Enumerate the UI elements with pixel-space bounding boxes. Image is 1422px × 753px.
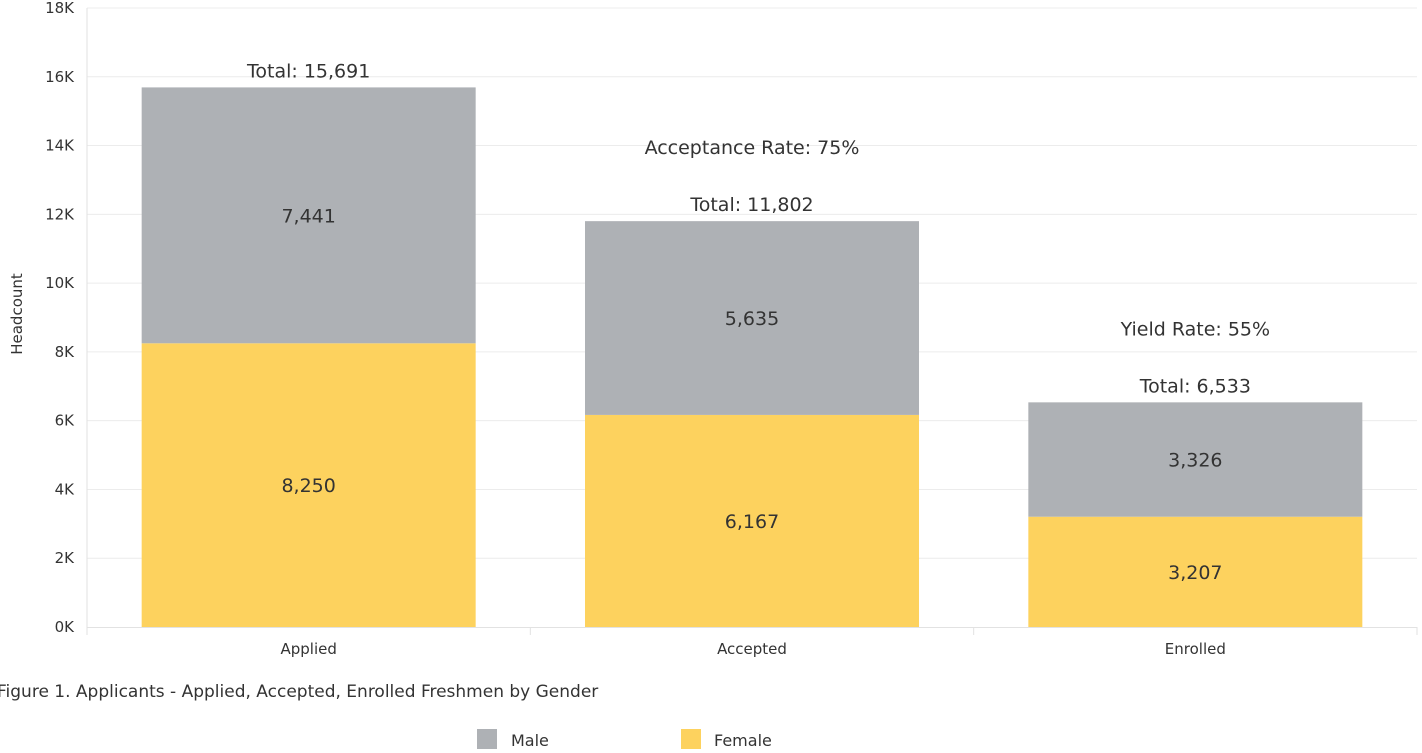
data-label-male-applied: 7,441 <box>281 205 335 227</box>
y-axis: 0K 2K 4K 6K 8K 10K 12K 14K 16K 18K <box>45 0 88 636</box>
total-label-applied: Total: 15,691 <box>246 60 370 82</box>
y-tick-label: 12K <box>45 205 75 223</box>
rate-annotation-accepted: Acceptance Rate: 75% <box>645 137 860 159</box>
y-tick-label: 8K <box>55 343 76 361</box>
legend-label-female: Female <box>714 731 772 750</box>
x-axis: Applied Accepted Enrolled <box>86 627 1418 658</box>
y-tick-label: 6K <box>55 412 76 430</box>
data-label-female-enrolled: 3,207 <box>1168 562 1222 584</box>
bars <box>141 87 1363 627</box>
legend: Male Female <box>477 729 772 750</box>
y-tick-label: 0K <box>55 618 76 636</box>
legend-swatch-male <box>477 729 497 749</box>
y-tick-label: 2K <box>55 549 76 567</box>
bar-labels: 8,250 7,441 Total: 15,691 6,167 5,635 Total: … <box>246 60 1270 583</box>
y-tick-label: 10K <box>45 274 75 292</box>
y-tick-label: 16K <box>45 68 75 86</box>
bar-segment-male-accepted <box>585 221 919 415</box>
data-label-female-accepted: 6,167 <box>725 511 779 533</box>
figure-caption: Figure 1. Applicants - Applied, Accepted… <box>0 682 598 702</box>
total-label-accepted: Total: 11,802 <box>689 194 813 216</box>
legend-label-male: Male <box>511 731 549 750</box>
x-tick-label-accepted: Accepted <box>717 640 787 658</box>
bar-segment-male-enrolled <box>1028 402 1363 517</box>
x-tick-label-applied: Applied <box>280 640 336 658</box>
bar-segment-female-accepted <box>585 414 919 627</box>
data-label-male-enrolled: 3,326 <box>1168 450 1222 472</box>
bar-segment-female-applied <box>141 343 476 627</box>
y-axis-title: Headcount <box>8 273 26 355</box>
legend-swatch-female <box>681 729 701 749</box>
data-label-male-accepted: 5,635 <box>725 308 779 330</box>
bar-segment-female-enrolled <box>1028 516 1363 627</box>
rate-annotation-enrolled: Yield Rate: 55% <box>1120 318 1271 340</box>
data-label-female-applied: 8,250 <box>281 475 335 497</box>
y-tick-label: 4K <box>55 480 76 498</box>
total-label-enrolled: Total: 6,533 <box>1139 375 1251 397</box>
bar-segment-male-applied <box>141 87 476 344</box>
x-tick-label-enrolled: Enrolled <box>1165 640 1226 658</box>
y-tick-label: 18K <box>45 0 75 17</box>
y-tick-label: 14K <box>45 137 75 155</box>
